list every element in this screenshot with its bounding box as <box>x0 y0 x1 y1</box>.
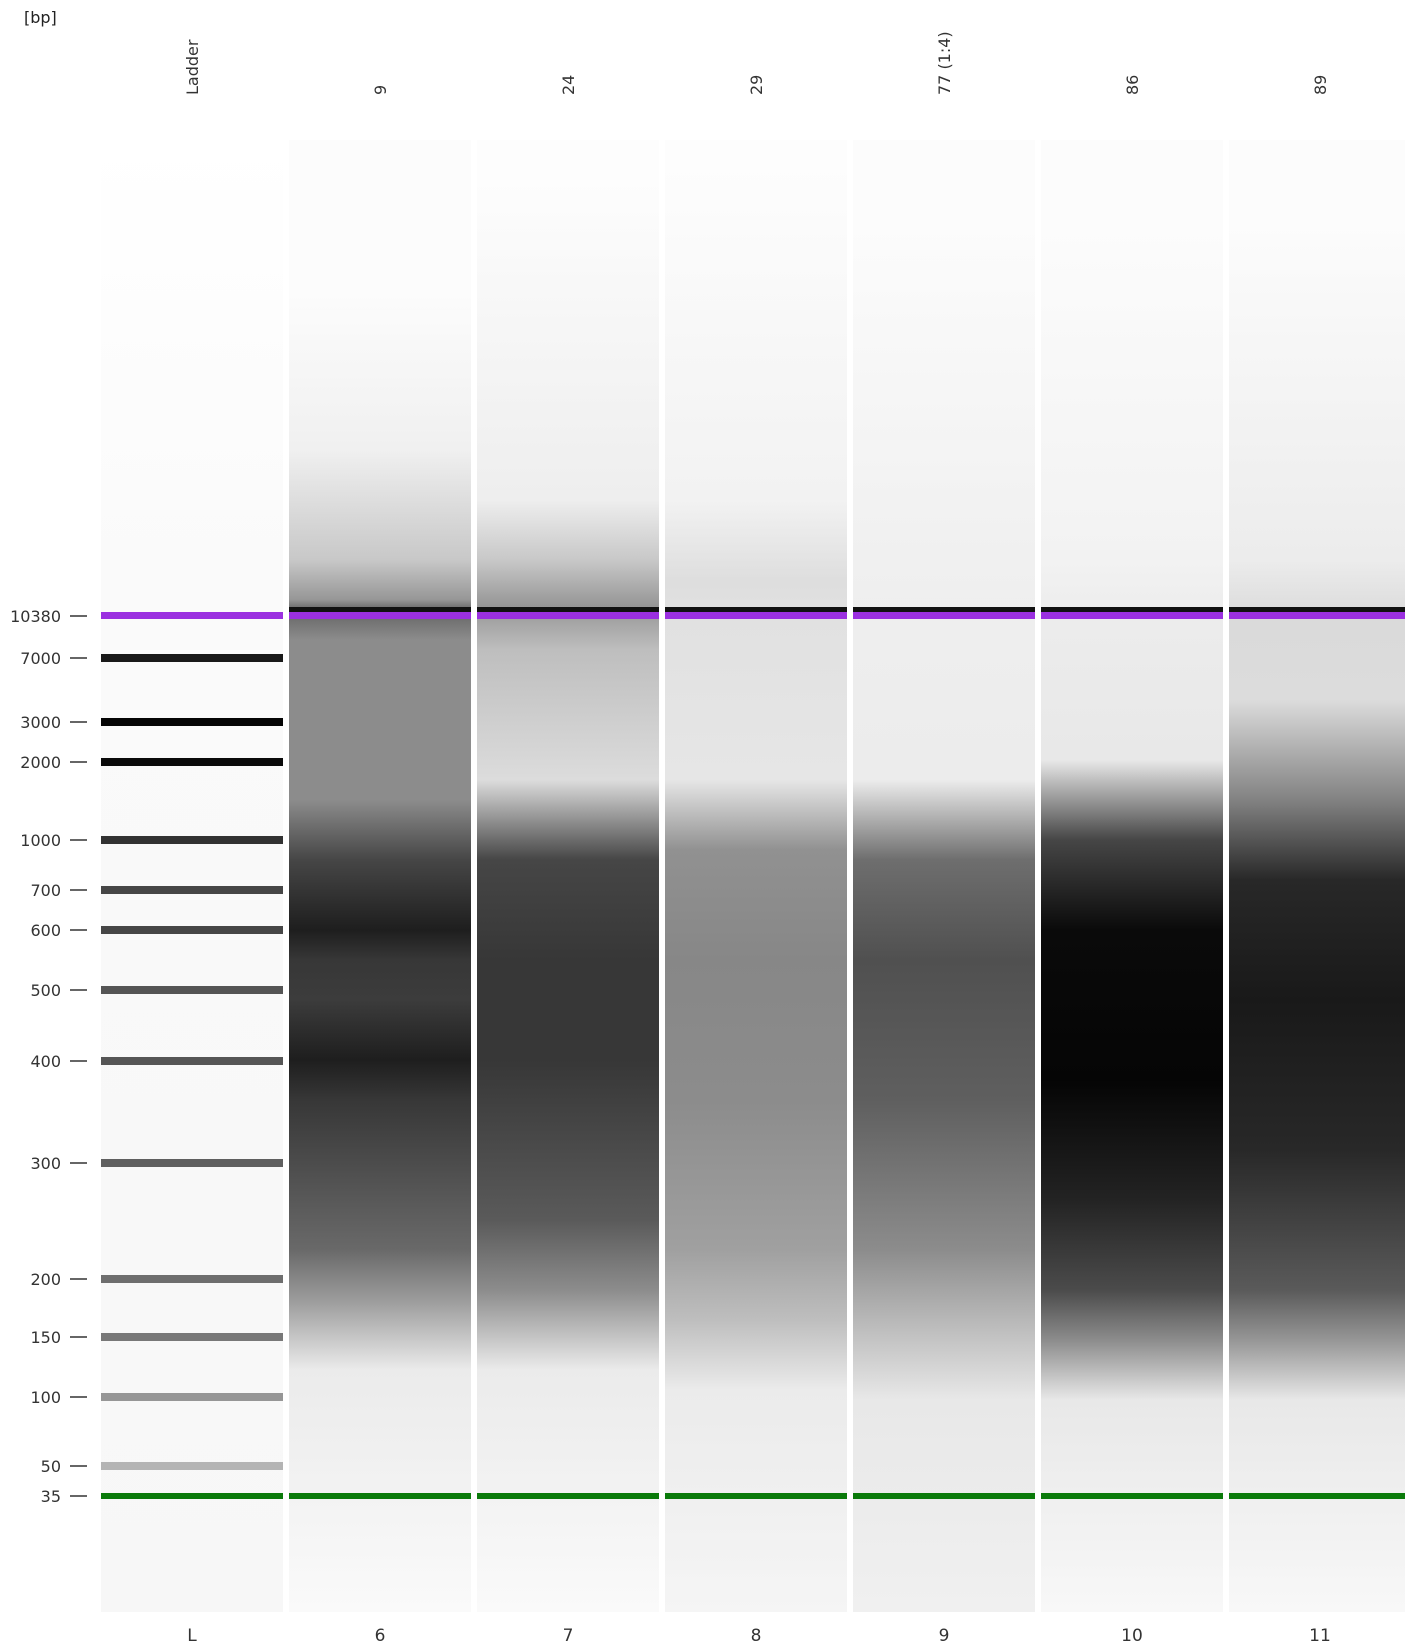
lane-name: 77 (1:4) <box>935 31 954 95</box>
lane-body <box>1229 140 1405 1612</box>
lane-name: 86 <box>1123 75 1142 95</box>
lane-sample <box>665 140 847 1612</box>
lane-body <box>289 140 471 1612</box>
lower-marker-band <box>853 1493 1035 1499</box>
size-tick-label: 35 <box>41 1487 61 1506</box>
ladder-band <box>101 836 283 844</box>
lane-name: Ladder <box>183 39 202 95</box>
upper-marker-shadow <box>665 607 847 613</box>
upper-marker-band <box>1229 612 1405 619</box>
lower-marker-band <box>1229 1493 1405 1499</box>
ladder-band <box>101 718 283 726</box>
upper-marker-band <box>289 612 471 619</box>
size-tick-label: 10380 <box>10 607 61 626</box>
upper-marker-shadow <box>1229 607 1405 613</box>
size-tick-label: 400 <box>30 1052 61 1071</box>
upper-marker-shadow <box>477 607 659 613</box>
size-tick-label: 150 <box>30 1328 61 1347</box>
upper-marker-band <box>477 612 659 619</box>
lane-body <box>665 140 847 1612</box>
lane-number: 6 <box>375 1626 386 1646</box>
ladder-band <box>101 1462 283 1470</box>
size-tick-label: 200 <box>30 1270 61 1289</box>
lane-ladder <box>101 140 283 1612</box>
upper-marker-band <box>853 612 1035 619</box>
lane-number: L <box>187 1626 197 1646</box>
size-tick-label: 300 <box>30 1154 61 1173</box>
lane-name: 9 <box>371 85 390 95</box>
lane-number: 7 <box>563 1626 574 1646</box>
ladder-band <box>101 1333 283 1341</box>
unit-label: [bp] <box>24 8 57 27</box>
ladder-band <box>101 926 283 934</box>
lane-name: 89 <box>1311 75 1330 95</box>
size-tick-label: 7000 <box>20 649 61 668</box>
lane-number: 8 <box>751 1626 762 1646</box>
lane-sample <box>289 140 471 1612</box>
lower-marker-band <box>289 1493 471 1499</box>
ladder-band <box>101 1159 283 1167</box>
size-tick-label: 100 <box>30 1388 61 1407</box>
upper-marker-band <box>1041 612 1223 619</box>
lane-body <box>477 140 659 1612</box>
ladder-band <box>101 1057 283 1065</box>
lane-name: 24 <box>559 75 578 95</box>
lane-body <box>101 140 283 1612</box>
ladder-band <box>101 886 283 894</box>
ladder-band <box>101 986 283 994</box>
upper-marker-band <box>101 612 283 619</box>
lane-number: 11 <box>1309 1626 1331 1646</box>
lower-marker-band <box>1041 1493 1223 1499</box>
size-tick-label: 600 <box>30 921 61 940</box>
upper-marker-band <box>665 612 847 619</box>
upper-marker-shadow <box>1041 607 1223 613</box>
size-tick-label: 50 <box>41 1457 61 1476</box>
size-tick-label: 3000 <box>20 713 61 732</box>
lane-sample <box>477 140 659 1612</box>
upper-marker-shadow <box>289 607 471 613</box>
size-tick-label: 2000 <box>20 753 61 772</box>
ladder-band <box>101 1393 283 1401</box>
ladder-band <box>101 758 283 766</box>
lane-number: 9 <box>939 1626 950 1646</box>
lane-sample <box>1229 140 1405 1612</box>
ladder-band <box>101 654 283 662</box>
lane-body <box>1041 140 1223 1612</box>
size-tick-label: 500 <box>30 981 61 1000</box>
size-tick-label: 700 <box>30 881 61 900</box>
lane-body <box>853 140 1035 1612</box>
lower-marker-band <box>101 1493 283 1499</box>
lower-marker-band <box>665 1493 847 1499</box>
size-tick-label: 1000 <box>20 831 61 850</box>
lane-number: 10 <box>1121 1626 1143 1646</box>
lower-marker-band <box>477 1493 659 1499</box>
lane-name: 29 <box>747 75 766 95</box>
lane-sample <box>1041 140 1223 1612</box>
lane-sample <box>853 140 1035 1612</box>
ladder-band <box>101 1275 283 1283</box>
upper-marker-shadow <box>853 607 1035 613</box>
